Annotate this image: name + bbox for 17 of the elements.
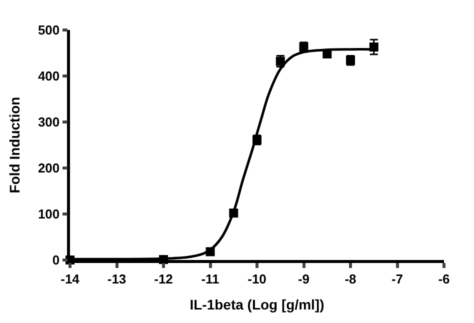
x-tick-label: -10 — [248, 271, 266, 286]
y-tick-label: 0 — [52, 252, 60, 268]
y-axis-title: Fold Induction — [6, 96, 23, 194]
y-tick-label: 500 — [38, 22, 60, 38]
y-tick-label: 200 — [38, 160, 60, 176]
y-tick-label: 300 — [38, 114, 60, 130]
y-tick-label: 400 — [38, 68, 60, 84]
x-tick-label: -12 — [154, 271, 173, 286]
x-tick-label: -9 — [298, 271, 310, 286]
x-tick-label: -13 — [107, 271, 126, 286]
x-tick-label: -6 — [438, 271, 450, 286]
y-tick-label: 100 — [38, 206, 60, 222]
x-axis-title: IL-1beta (Log [g/ml]) — [190, 296, 324, 313]
x-tick-label: -11 — [201, 271, 220, 286]
x-tick-label: -7 — [391, 271, 404, 286]
x-tick-label: -8 — [344, 271, 356, 286]
x-tick-label: -14 — [60, 271, 80, 286]
